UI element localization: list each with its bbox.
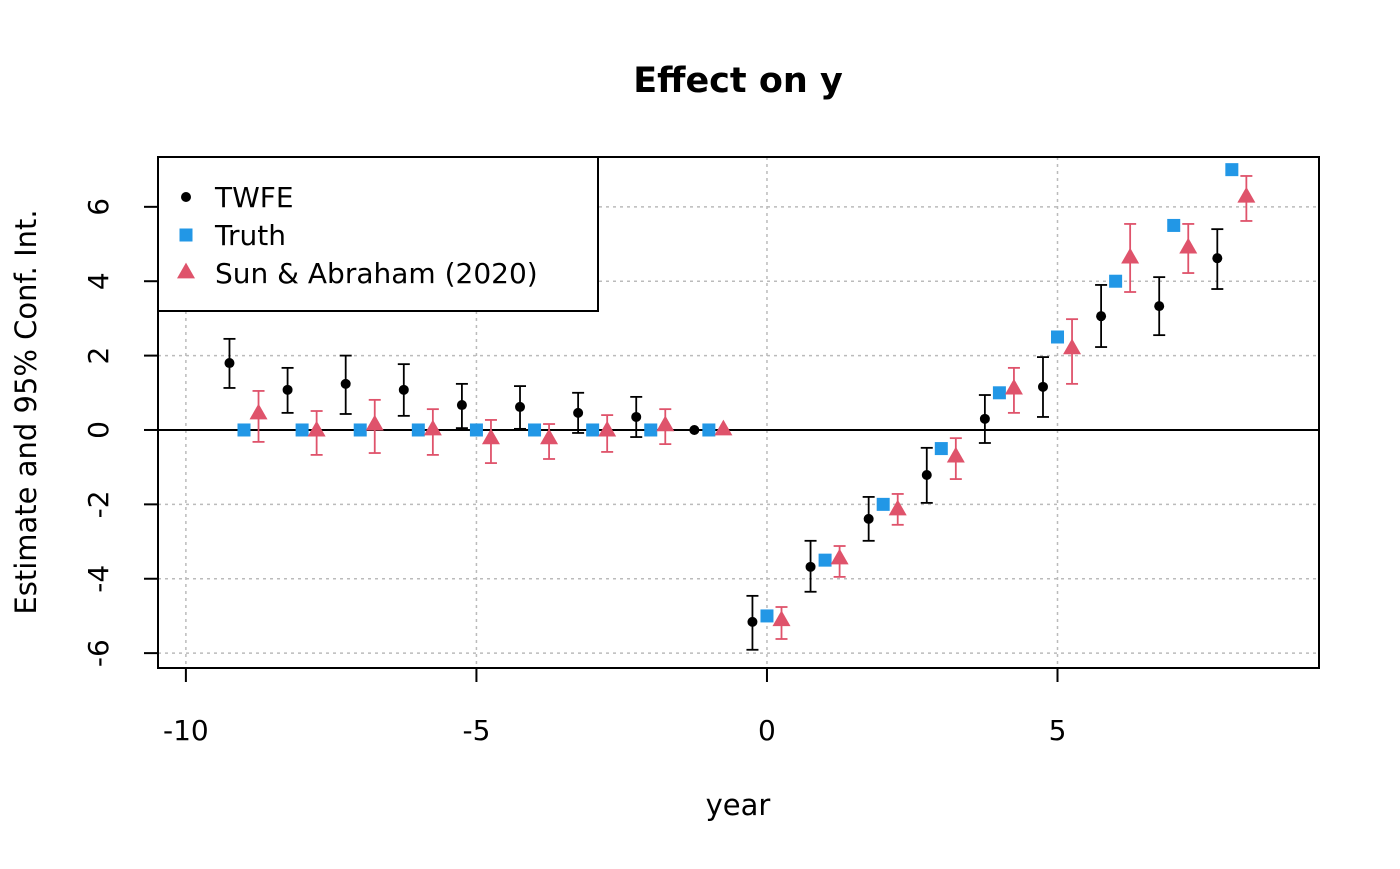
- truth-point: [469, 423, 483, 437]
- legend-label: TWFE: [214, 181, 294, 214]
- twfe-point: [282, 384, 293, 395]
- sun-abraham-2020-point: [946, 446, 965, 463]
- sun-abraham-2020-point: [307, 420, 326, 437]
- legend-label: Sun & Abraham (2020): [215, 257, 538, 290]
- truth-point: [818, 553, 832, 567]
- legend-marker: [177, 262, 195, 279]
- sun-abraham-2020-point: [598, 420, 617, 437]
- y-tick-label: -4: [82, 565, 115, 593]
- twfe-point: [1154, 301, 1165, 312]
- x-tick-label: 5: [1049, 714, 1067, 747]
- truth-point: [760, 609, 774, 623]
- twfe-point: [573, 407, 584, 418]
- truth-point: [934, 442, 948, 456]
- y-axis-label: Estimate and 95% Conf. Int.: [9, 209, 43, 614]
- sun-abraham-2020-point: [656, 415, 675, 432]
- x-tick-label: -5: [462, 714, 490, 747]
- twfe-point: [805, 561, 816, 572]
- sun-abraham-2020-point: [1004, 378, 1023, 395]
- legend-marker: [181, 192, 191, 202]
- truth-point: [1051, 330, 1065, 344]
- y-tick-label: -6: [82, 639, 115, 667]
- sun-abraham-2020-point: [1179, 237, 1198, 254]
- sun-abraham-2020-point: [365, 414, 384, 431]
- sun-abraham-2020-point: [249, 403, 268, 420]
- y-tick-label: 4: [82, 272, 115, 290]
- truth-point: [644, 423, 658, 437]
- y-tick-label: 2: [82, 347, 115, 365]
- sun-abraham-2020-point: [888, 499, 907, 516]
- truth-point: [411, 423, 425, 437]
- twfe-point: [515, 401, 526, 412]
- truth-point: [1109, 274, 1123, 288]
- x-tick-label: 0: [758, 714, 776, 747]
- x-axis-label: year: [706, 788, 771, 822]
- truth-point: [992, 386, 1006, 400]
- twfe-point: [747, 616, 758, 627]
- truth-point: [353, 423, 367, 437]
- legend-label: Truth: [214, 219, 286, 252]
- twfe-point: [979, 413, 990, 424]
- y-tick-label: 6: [82, 198, 115, 216]
- truth-point: [295, 423, 309, 437]
- twfe-point: [863, 513, 874, 524]
- sun-abraham-2020-point: [714, 419, 733, 436]
- axes: -10 -5 0 5 -6 -4 -2 0 2 4 6: [82, 156, 1320, 747]
- sun-abraham-2020-point: [772, 610, 791, 627]
- sun-abraham-2020-point: [1237, 186, 1256, 203]
- sun-abraham-2020-point: [1121, 247, 1140, 264]
- truth-point: [876, 497, 890, 511]
- twfe-point: [1096, 311, 1107, 322]
- twfe-point: [398, 384, 409, 395]
- sun-abraham-2020-point: [481, 428, 500, 445]
- twfe-point: [456, 400, 467, 411]
- twfe-point: [1212, 253, 1223, 264]
- data-marks: [223, 163, 1256, 651]
- twfe-point: [1037, 381, 1048, 392]
- twfe-point: [631, 411, 642, 422]
- y-tick-label: 0: [82, 421, 115, 439]
- legend-box: [157, 156, 599, 312]
- truth-point: [528, 423, 542, 437]
- truth-point: [1225, 163, 1239, 177]
- chart-title: Effect on y: [633, 61, 843, 101]
- sun-abraham-2020-point: [540, 428, 559, 445]
- truth-point: [702, 423, 716, 437]
- x-tick-label: -10: [163, 714, 209, 747]
- sun-abraham-2020-point: [830, 548, 849, 565]
- truth-point: [586, 423, 600, 437]
- twfe-point: [224, 358, 235, 369]
- sun-abraham-2020-point: [423, 419, 442, 436]
- twfe-point: [340, 378, 351, 389]
- legend-marker: [179, 228, 193, 242]
- truth-point: [1167, 218, 1181, 232]
- sun-abraham-2020-point: [1063, 338, 1082, 355]
- truth-point: [237, 423, 251, 437]
- twfe-point: [689, 424, 700, 435]
- legend: TWFE Truth Sun & Abraham (2020): [157, 156, 599, 312]
- y-tick-label: -2: [82, 490, 115, 518]
- twfe-point: [921, 469, 932, 480]
